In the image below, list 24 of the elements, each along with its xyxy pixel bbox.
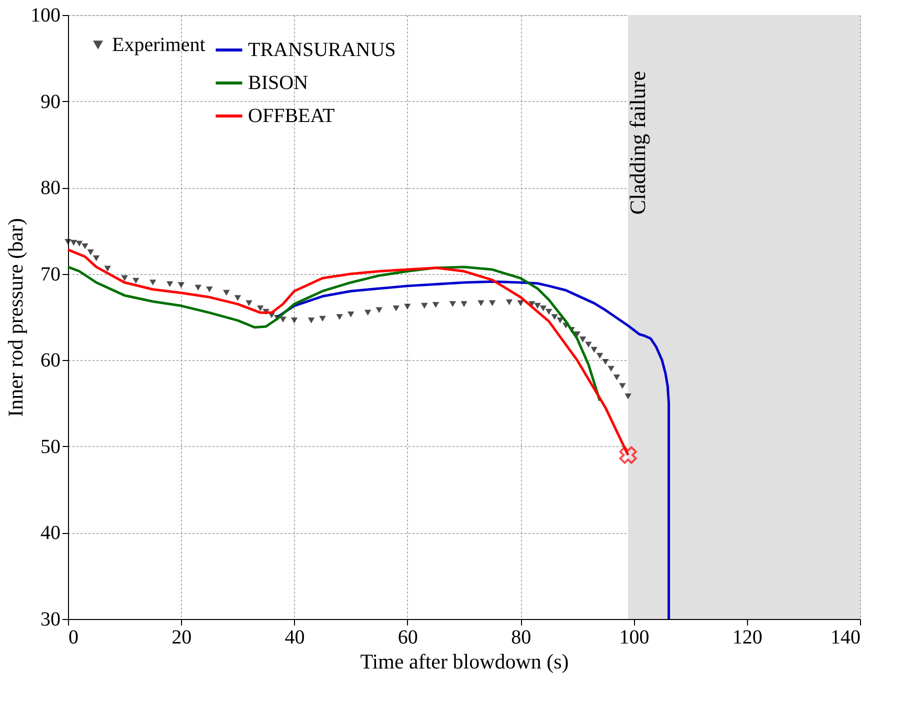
x-axis-title: Time after blowdown (s) <box>360 650 569 674</box>
x-tick-label: 0 <box>68 626 78 648</box>
legend-label: TRANSURANUS <box>248 39 396 61</box>
x-tick-label: 40 <box>284 626 305 648</box>
x-tick-label: 20 <box>172 626 192 648</box>
legend-label: BISON <box>248 72 308 94</box>
x-tick-label: 60 <box>398 626 418 648</box>
x-tick-label: 140 <box>830 626 860 648</box>
x-tick-label: 80 <box>511 626 532 648</box>
y-tick-label: 80 <box>40 177 60 200</box>
band-label: Cladding failure <box>625 71 650 215</box>
x-tick-label: 100 <box>619 626 650 648</box>
y-tick-label: 60 <box>40 350 60 372</box>
y-tick-label: 70 <box>40 263 60 286</box>
line-series <box>66 266 602 402</box>
y-axis-title: Inner rod pressure (bar) <box>4 218 28 417</box>
y-tick-label: 40 <box>40 522 60 544</box>
legend-label: OFFBEAT <box>248 105 335 127</box>
y-tick-label: 90 <box>40 90 60 113</box>
y-tick-label: 100 <box>30 4 60 26</box>
legend-label: Experiment <box>112 34 206 56</box>
y-tick-label: 50 <box>40 436 60 458</box>
x-tick-label: 120 <box>732 626 762 648</box>
y-tick-label: 30 <box>40 608 60 630</box>
